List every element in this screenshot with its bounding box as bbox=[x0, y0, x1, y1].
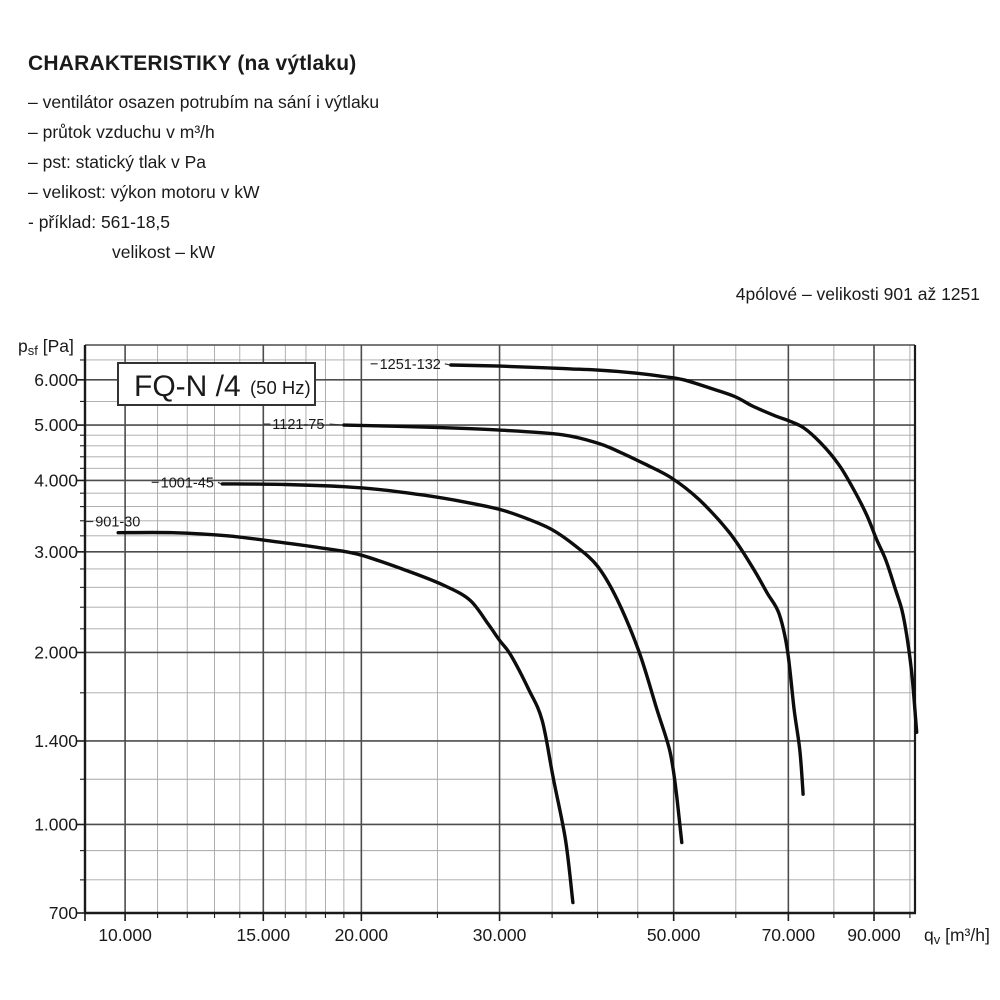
y-tick-label: 4.000 bbox=[34, 470, 78, 490]
curve-label-901-30: 901-30 bbox=[95, 515, 140, 531]
curve-label-1001-45: 1001-45 bbox=[161, 475, 214, 491]
y-tick-label: 6.000 bbox=[34, 370, 78, 390]
header-line-4: – velikost: výkon motoru v kW bbox=[28, 182, 260, 202]
y-axis-label: psf [Pa] bbox=[18, 336, 74, 358]
tick-labels: 10.000 15.000 20.000 30.000 50.000 70.000 90.0… bbox=[34, 370, 901, 945]
curve-1251-132 bbox=[449, 363, 919, 734]
curve-label-1251-132: 1251-132 bbox=[380, 357, 441, 373]
y-tick-label: 1.400 bbox=[34, 731, 78, 751]
x-tick-label: 90.000 bbox=[847, 925, 901, 945]
y-tick-label: 2.000 bbox=[34, 642, 78, 662]
x-tick-label: 10.000 bbox=[98, 925, 152, 945]
x-tick-label: 30.000 bbox=[473, 925, 527, 945]
curve-901-30 bbox=[116, 530, 575, 905]
x-tick-label: 15.000 bbox=[237, 925, 291, 945]
axis-ticks bbox=[77, 359, 911, 921]
header-line-5: - příklad: 561-18,5 bbox=[28, 212, 171, 232]
page-title: CHARAKTERISTIKY (na výtlaku) bbox=[28, 52, 357, 75]
header-block: CHARAKTERISTIKY (na výtlaku) – ventiláto… bbox=[28, 52, 379, 267]
x-tick-label: 50.000 bbox=[647, 925, 701, 945]
header-line-example-sub: velikost – kW bbox=[112, 242, 216, 262]
curve-1121-75 bbox=[342, 423, 805, 796]
x-tick-label: 70.000 bbox=[762, 925, 816, 945]
y-tick-label: 700 bbox=[49, 903, 78, 923]
title-box: FQ-N /4 (50 Hz) bbox=[117, 362, 316, 406]
y-tick-label: 3.000 bbox=[34, 542, 78, 562]
header-line-3: – pst: statický tlak v Pa bbox=[28, 152, 206, 172]
curve-label-1121-75: 1121-75 bbox=[272, 417, 324, 433]
header-line-1: – ventilátor osazen potrubím na sání i v… bbox=[28, 92, 380, 112]
curve-labels: 901-30 1001-45 1121-75 1251-132 bbox=[86, 357, 450, 531]
title-box-sub: (50 Hz) bbox=[250, 377, 311, 398]
x-axis-label: qv [m³/h] bbox=[924, 925, 990, 947]
header-line-2: – průtok vzduchu v m³/h bbox=[28, 122, 215, 142]
title-box-main: FQ-N /4 bbox=[134, 370, 241, 403]
curve-1001-45 bbox=[220, 482, 684, 845]
y-tick-label: 1.000 bbox=[34, 814, 78, 834]
y-tick-label: 5.000 bbox=[34, 415, 78, 435]
x-tick-label: 20.000 bbox=[335, 925, 389, 945]
curves bbox=[116, 363, 919, 905]
chart-subtitle: 4pólové – velikosti 901 až 1251 bbox=[735, 284, 980, 304]
